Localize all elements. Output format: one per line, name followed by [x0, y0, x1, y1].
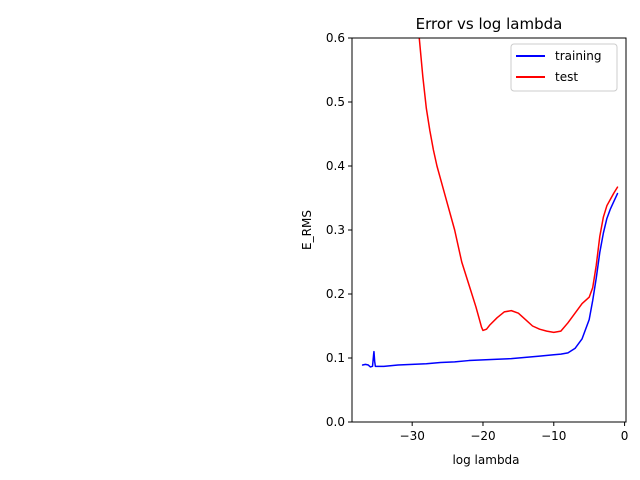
series-line-test — [418, 38, 619, 334]
x-tick-label: −10 — [541, 429, 566, 443]
y-tick-label: 0.0 — [326, 415, 345, 429]
chart-title: Error vs log lambda — [416, 15, 563, 33]
y-tick-label: 0.5 — [326, 95, 345, 109]
series-layer — [361, 38, 619, 368]
y-axis: 0.0 0.1 0.2 0.3 0.4 0.5 0.6 — [326, 31, 352, 429]
x-axis: −30 −20 −10 0 — [400, 422, 629, 443]
series-line-training — [361, 192, 619, 368]
y-tick-label: 0.1 — [326, 351, 345, 365]
y-tick-label: 0.3 — [326, 223, 345, 237]
x-tick-label: −30 — [400, 429, 425, 443]
y-tick-label: 0.2 — [326, 287, 345, 301]
x-tick-label: −20 — [470, 429, 495, 443]
legend-label-training: training — [555, 49, 602, 63]
legend-label-test: test — [555, 70, 578, 84]
y-tick-label: 0.6 — [326, 31, 345, 45]
y-axis-label: E_RMS — [300, 210, 314, 250]
legend: training test — [510, 43, 618, 92]
y-tick-label: 0.4 — [326, 159, 345, 173]
x-tick-label: 0 — [621, 429, 629, 443]
x-axis-label: log lambda — [452, 453, 519, 467]
